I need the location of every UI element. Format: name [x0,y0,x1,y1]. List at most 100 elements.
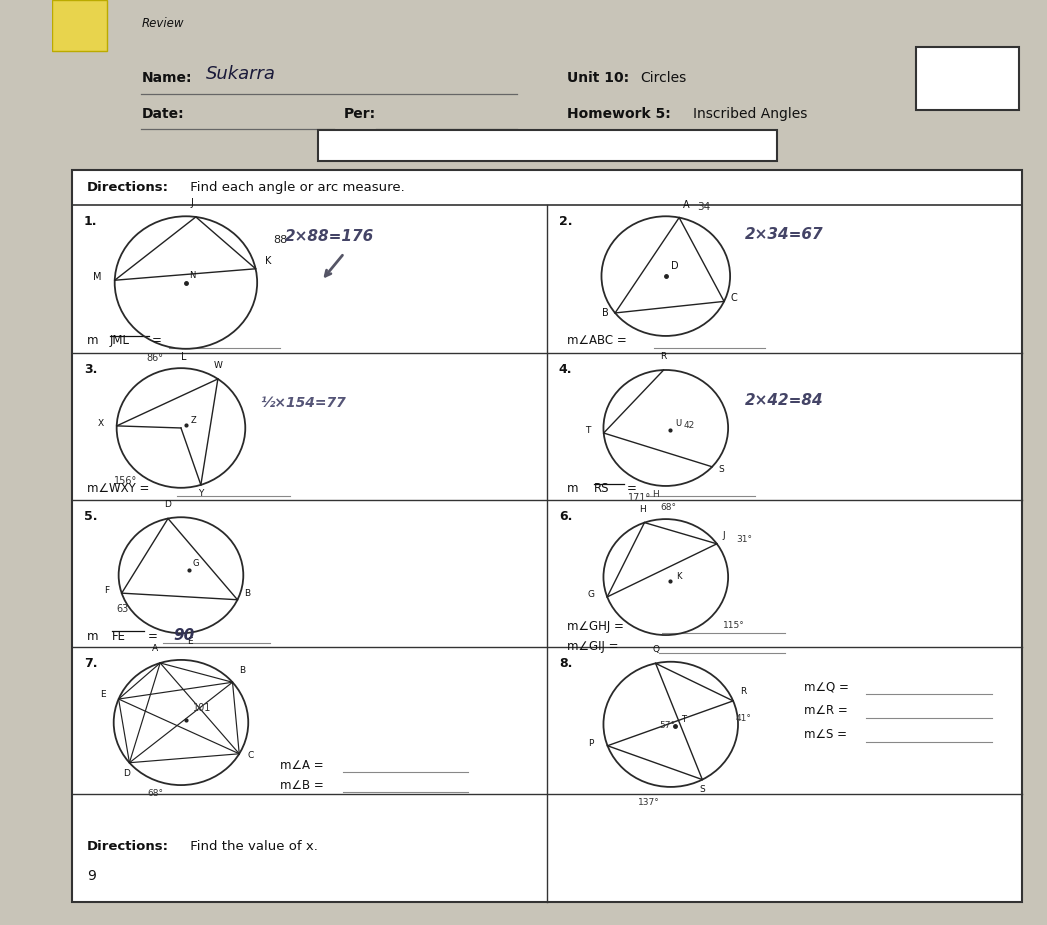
Text: Directions:: Directions: [87,181,169,194]
Text: 41°: 41° [735,714,751,723]
Text: m∠WXY =: m∠WXY = [87,483,150,496]
Text: J: J [191,198,194,208]
Text: m∠Q =: m∠Q = [804,680,849,693]
Text: Find the value of x.: Find the value of x. [186,840,318,853]
Text: B: B [240,666,245,675]
Text: m: m [566,483,578,496]
Text: 7.: 7. [84,657,97,670]
Text: m∠ABC =: m∠ABC = [566,334,626,347]
Text: ** This is a 2-page document! **: ** This is a 2-page document! ** [427,139,667,152]
Text: E: E [186,636,193,646]
Text: JML: JML [110,334,130,347]
Text: K: K [266,256,272,266]
Text: 2×88=176: 2×88=176 [285,229,374,244]
Text: RS: RS [594,483,609,496]
Text: 5.: 5. [84,510,97,523]
Text: 101: 101 [193,703,211,713]
Text: 42: 42 [684,421,695,430]
Text: E: E [99,690,106,699]
Text: Date:: Date: [141,107,184,121]
Text: U: U [675,419,682,428]
Text: C: C [731,293,738,303]
Text: 31°: 31° [737,535,753,544]
Text: G: G [193,559,199,568]
Text: 3.: 3. [84,363,97,376]
Text: M: M [93,272,102,282]
Text: 8.: 8. [559,657,573,670]
Text: W: W [214,361,222,370]
Text: S: S [718,465,723,475]
Text: G: G [587,590,595,598]
Text: Circles: Circles [640,71,687,85]
Text: J: J [722,531,726,540]
Text: m∠R =: m∠R = [804,704,848,717]
Text: Review: Review [141,17,184,30]
Text: K: K [675,572,682,581]
Text: T: T [585,426,591,435]
Polygon shape [52,0,107,51]
Text: C: C [248,751,254,760]
Text: 90: 90 [173,628,195,643]
Text: 68°: 68° [148,789,163,798]
Text: 9: 9 [87,870,96,883]
FancyBboxPatch shape [916,47,1019,110]
Text: 115°: 115° [723,621,744,630]
Text: m: m [87,630,98,643]
Text: 6.: 6. [559,510,573,523]
Text: R: R [661,352,667,361]
Text: D: D [164,500,172,510]
Text: m∠B =: m∠B = [280,779,324,792]
Text: m∠GIJ =: m∠GIJ = [566,640,619,653]
Text: S: S [699,785,706,795]
Text: 1.: 1. [84,216,97,228]
Text: 2×42=84: 2×42=84 [745,393,824,408]
Text: Directions:: Directions: [87,840,169,853]
Text: R: R [740,686,747,696]
Text: 2.: 2. [559,216,573,228]
Text: 68°: 68° [661,502,676,512]
Text: m: m [87,334,98,347]
Text: F: F [104,586,109,595]
Text: Q: Q [652,646,660,654]
Text: Name:: Name: [141,71,192,85]
Text: =: = [627,483,637,496]
Text: Z: Z [191,416,197,426]
Text: N: N [188,271,195,280]
Text: 4.: 4. [559,363,573,376]
Text: Y: Y [198,489,203,498]
Text: 34: 34 [697,203,710,212]
Text: D: D [124,769,130,778]
Text: Unit 10:: Unit 10: [566,71,629,85]
Text: H: H [640,504,646,513]
Text: Per:: Per: [344,107,376,121]
Text: Inscribed Angles: Inscribed Angles [693,107,808,121]
Text: A: A [683,201,690,210]
Text: 137°: 137° [639,797,660,807]
Text: A: A [152,644,158,653]
Text: 57°: 57° [659,721,675,730]
Text: 88: 88 [273,235,288,245]
Text: 171°: 171° [628,493,651,503]
Text: B: B [244,589,250,598]
Text: T: T [681,716,686,724]
Text: 2×34=67: 2×34=67 [745,228,824,242]
Text: FE: FE [112,630,126,643]
Text: Sukarra: Sukarra [205,65,275,82]
Text: ½×154=77: ½×154=77 [260,396,346,410]
Text: =: = [148,630,157,643]
Text: 86°: 86° [146,353,163,364]
Text: L: L [181,352,186,362]
Text: H: H [652,490,660,499]
Text: B: B [602,308,609,317]
Text: Homework 5:: Homework 5: [566,107,670,121]
Text: =: = [152,334,161,347]
Text: m∠S =: m∠S = [804,728,847,741]
Text: P: P [588,739,594,747]
Text: 63: 63 [117,603,129,613]
FancyBboxPatch shape [72,170,1022,902]
Text: m∠A =: m∠A = [280,758,324,771]
Text: 156°: 156° [113,475,137,486]
FancyBboxPatch shape [317,130,777,161]
Text: m∠GHJ =: m∠GHJ = [566,620,624,633]
Text: X: X [97,419,104,428]
